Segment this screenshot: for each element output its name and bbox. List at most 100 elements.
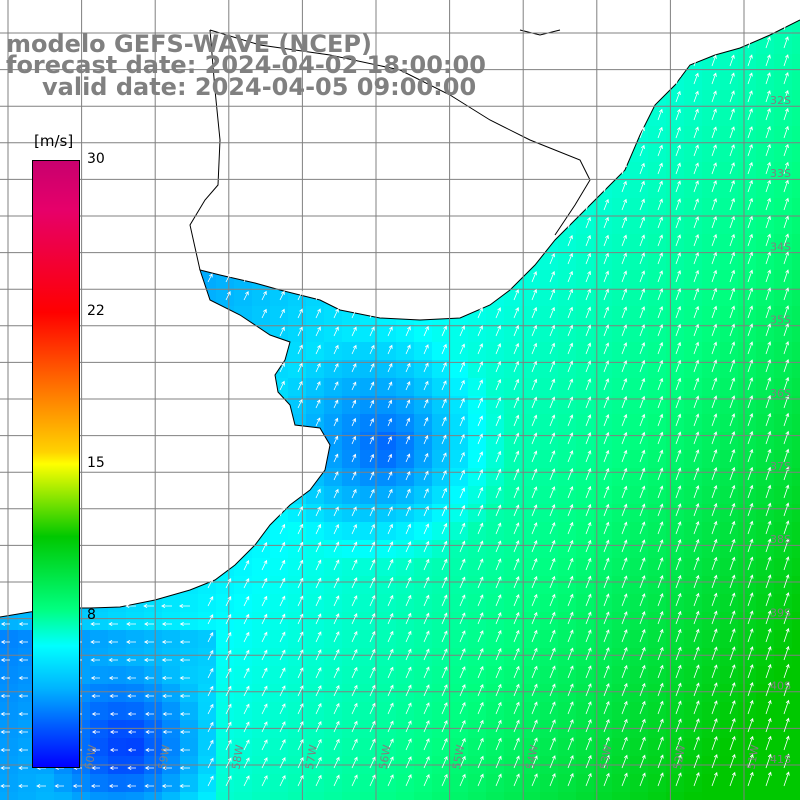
wind-arrow <box>109 693 118 699</box>
wind-arrow <box>297 631 304 643</box>
longitude-label: 59W <box>156 744 173 771</box>
wind-arrow <box>369 720 376 733</box>
wind-cell <box>288 324 307 343</box>
wind-cell <box>378 414 397 433</box>
wind-arrow <box>387 576 394 589</box>
wind-cell <box>594 342 613 361</box>
wind-arrow <box>639 539 646 553</box>
wind-cell <box>576 360 595 379</box>
wind-cell <box>486 432 505 451</box>
wind-arrow <box>549 539 556 553</box>
wind-cell <box>540 612 559 631</box>
wind-arrow <box>513 719 520 733</box>
wind-cell <box>504 720 523 739</box>
wind-cell <box>360 522 379 541</box>
wind-arrow <box>711 664 718 679</box>
wind-arrow <box>711 305 718 319</box>
wind-cell <box>756 684 775 703</box>
wind-arrow <box>585 701 592 715</box>
wind-cell <box>522 792 541 800</box>
wind-cell <box>756 792 775 800</box>
wind-cell <box>738 72 757 91</box>
wind-cell <box>558 288 577 307</box>
wind-cell <box>396 450 415 469</box>
wind-arrow <box>639 611 646 625</box>
wind-cell <box>0 648 19 667</box>
wind-cell <box>396 414 415 433</box>
wind-arrow <box>225 291 231 301</box>
wind-arrow <box>657 413 664 427</box>
wind-arrow <box>161 621 172 627</box>
wind-cell <box>558 792 577 800</box>
wind-arrow <box>0 711 10 717</box>
wind-cell <box>234 774 253 793</box>
wind-arrow <box>567 288 573 301</box>
wind-arrow <box>369 756 376 769</box>
wind-arrow <box>405 774 412 787</box>
wind-cell <box>0 738 19 757</box>
wind-arrow <box>603 342 610 355</box>
wind-cell <box>648 684 667 703</box>
wind-arrow <box>693 485 700 499</box>
wind-cell <box>648 234 667 253</box>
wind-cell <box>774 36 793 55</box>
wind-cell <box>414 792 433 800</box>
wind-arrow <box>279 362 285 373</box>
wind-arrow <box>675 198 681 211</box>
wind-cell <box>396 720 415 739</box>
wind-cell <box>792 792 800 800</box>
latitude-label: 33S <box>770 167 791 180</box>
wind-cell <box>720 558 739 577</box>
wind-arrow <box>315 417 321 427</box>
wind-arrow <box>531 468 538 481</box>
wind-cell <box>558 324 577 343</box>
wind-cell <box>342 504 361 523</box>
wind-arrow <box>423 702 430 715</box>
wind-cell <box>630 234 649 253</box>
wind-cell <box>486 450 505 469</box>
wind-cell <box>252 720 271 739</box>
wind-arrow <box>369 774 376 787</box>
wind-cell <box>522 486 541 505</box>
wind-arrow <box>729 771 736 787</box>
wind-cell <box>630 486 649 505</box>
wind-arrow <box>423 756 430 769</box>
wind-cell <box>612 486 631 505</box>
wind-cell <box>108 684 127 703</box>
wind-arrow <box>729 664 736 679</box>
wind-cell <box>648 792 667 800</box>
wind-cell <box>486 792 505 800</box>
wind-cell <box>90 774 109 793</box>
wind-arrow <box>765 197 771 211</box>
wind-arrow <box>459 487 465 499</box>
wind-arrow <box>369 702 376 715</box>
wind-cell <box>468 450 487 469</box>
wind-arrow <box>675 539 682 553</box>
wind-arrow <box>495 701 502 715</box>
wind-cell <box>468 774 487 793</box>
wind-arrow <box>621 234 627 247</box>
wind-cell <box>756 486 775 505</box>
wind-arrow <box>143 639 154 645</box>
wind-arrow <box>567 432 574 445</box>
wind-arrow <box>729 735 736 751</box>
wind-cell <box>522 684 541 703</box>
wind-arrow <box>693 359 700 373</box>
wind-cell <box>306 648 325 667</box>
wind-cell <box>720 252 739 271</box>
wind-cell <box>378 684 397 703</box>
wind-arrow <box>585 665 592 679</box>
wind-arrow <box>675 682 682 697</box>
wind-arrow <box>549 270 555 283</box>
wind-arrow <box>711 449 718 463</box>
wind-arrow <box>369 326 375 337</box>
wind-arrow <box>621 647 628 661</box>
wind-cell <box>396 342 415 361</box>
wind-cell <box>594 558 613 577</box>
wind-arrow <box>729 323 736 337</box>
wind-cell <box>738 162 757 181</box>
wind-arrow <box>747 682 754 697</box>
wind-arrow <box>711 556 718 571</box>
wind-arrow <box>333 702 340 715</box>
